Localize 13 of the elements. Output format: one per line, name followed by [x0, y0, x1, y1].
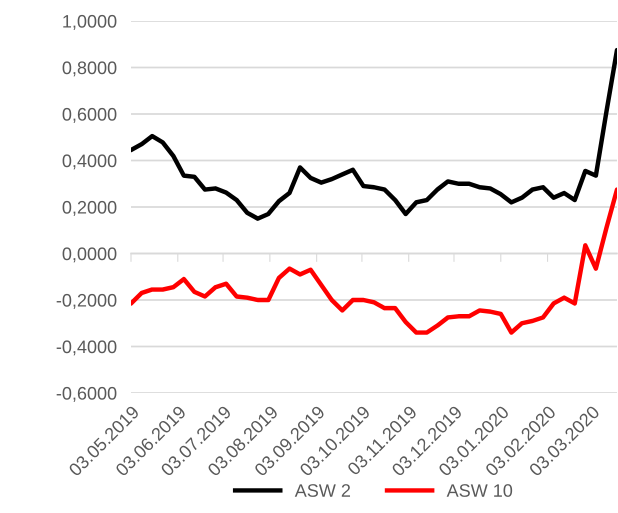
y-tick-label: 0,8000	[62, 61, 116, 76]
y-tick-label: -0,4000	[56, 340, 116, 356]
y-tick-label: 0,6000	[62, 108, 116, 123]
line-series	[131, 187, 617, 335]
y-tick-label: 1,0000	[63, 14, 116, 30]
line-series	[131, 48, 617, 221]
y-tick-label: 0,0000	[62, 247, 116, 262]
y-tick-label: -0,6000	[56, 386, 116, 402]
legend-label: ASW 10	[446, 484, 512, 497]
y-tick-label: -0,2000	[56, 294, 116, 309]
y-tick-label: 0,4000	[62, 154, 116, 170]
y-tick-label: 0,2000	[62, 200, 116, 216]
legend-label: ASW 2	[294, 484, 350, 497]
